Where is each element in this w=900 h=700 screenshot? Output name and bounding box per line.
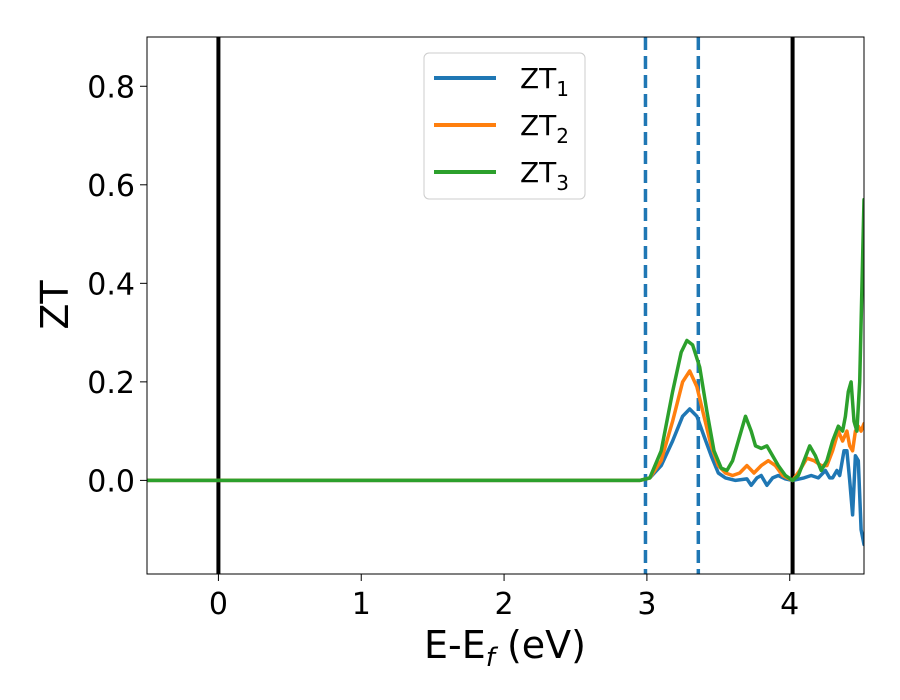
legend-label-zt2: ZT2 — [520, 109, 569, 148]
x-tick-label: 4 — [780, 587, 799, 622]
vertical-lines — [216, 37, 795, 574]
x-tick-label: 1 — [352, 587, 371, 622]
series-line-zt3 — [147, 197, 864, 483]
x-tick-label: 0 — [209, 587, 228, 622]
series-line-zt1 — [147, 407, 864, 547]
y-tick-label: 0.8 — [87, 70, 135, 105]
y-tick-label: 0.4 — [87, 267, 135, 302]
y-axis-label: ZT — [33, 280, 77, 330]
y-tick-label: 0.0 — [87, 464, 135, 499]
y-axis-ticks: 0.0 0.2 0.4 0.6 0.8 — [87, 70, 147, 499]
x-tick-label: 2 — [495, 587, 514, 622]
y-tick-label: 0.6 — [87, 169, 135, 204]
x-axis-label: E-Ef (eV) — [424, 623, 586, 673]
x-tick-label: 3 — [637, 587, 656, 622]
legend-box — [423, 52, 586, 200]
plot-frame — [146, 36, 865, 575]
legend-label-zt3: ZT3 — [520, 156, 569, 195]
series-lines — [147, 197, 864, 547]
y-tick-label: 0.2 — [87, 366, 135, 401]
legend-label-zt1: ZT1 — [520, 62, 569, 101]
x-axis-ticks: 0 1 2 3 4 — [209, 574, 799, 622]
series-line-zt2 — [147, 369, 864, 483]
legend: ZT1 ZT2 ZT3 — [423, 52, 586, 200]
